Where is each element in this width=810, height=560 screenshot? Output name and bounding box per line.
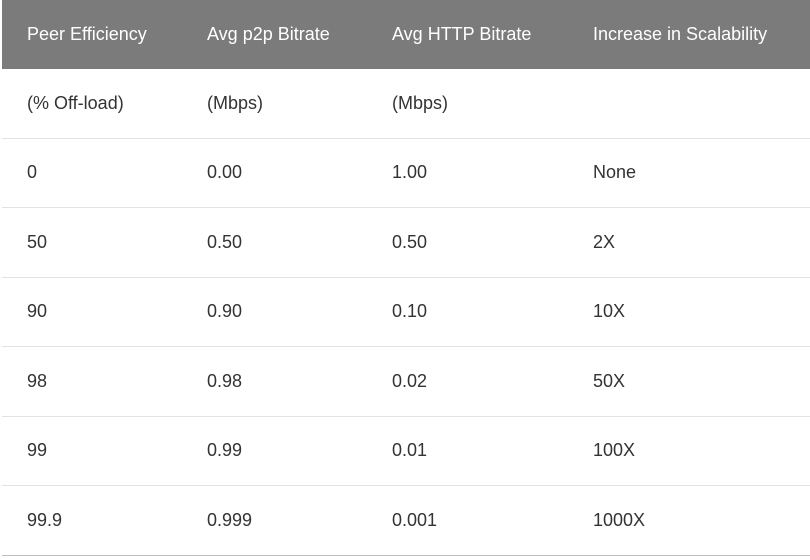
table-row-units: (% Off-load) (Mbps) (Mbps) xyxy=(2,69,810,139)
table-cell: 10X xyxy=(593,301,626,322)
table-cell: (Mbps) xyxy=(207,92,264,113)
header-increase-in-scalability: Increase in Scalability xyxy=(593,24,768,44)
table-cell: (% Off-load) xyxy=(27,92,124,113)
header-peer-efficiency: Peer Efficiency xyxy=(27,24,147,44)
table-cell: (Mbps) xyxy=(392,92,449,113)
table-row: 0 0.00 1.00 None xyxy=(2,139,810,208)
table-cell: 1.00 xyxy=(392,162,428,183)
table-cell: 1000X xyxy=(593,509,646,530)
table-cell: 0.02 xyxy=(392,370,428,391)
table-cell: 0.10 xyxy=(392,301,428,322)
table-cell: 2X xyxy=(593,231,616,252)
table-cell: None xyxy=(593,162,637,183)
table-cell: 0.50 xyxy=(392,231,428,252)
table-row: 98 0.98 0.02 50X xyxy=(2,347,810,417)
table-row: 90 0.90 0.10 10X xyxy=(2,278,810,347)
table-cell: 0.00 xyxy=(207,162,243,183)
table-row: 50 0.50 0.50 2X xyxy=(2,208,810,278)
table-cell: 0.999 xyxy=(207,509,253,530)
table-cell: 99.9 xyxy=(27,509,63,530)
table-cell: 0.98 xyxy=(207,370,243,391)
table-cell: 0.50 xyxy=(207,231,243,252)
table-row: 99.9 0.999 0.001 1000X xyxy=(2,486,810,556)
table-cell: 0 xyxy=(27,162,38,183)
table-cell: 98 xyxy=(27,370,48,391)
table-header-row: Peer Efficiency Avg p2p Bitrate Avg HTTP… xyxy=(2,0,810,69)
table-cell: 0.99 xyxy=(207,440,243,461)
header-avg-http-bitrate: Avg HTTP Bitrate xyxy=(392,24,532,44)
table-cell: 0.01 xyxy=(392,440,428,461)
table-cell: 90 xyxy=(27,301,48,322)
table-cell: 99 xyxy=(27,440,48,461)
table-cell: 0.90 xyxy=(207,301,243,322)
table-row: 99 0.99 0.01 100X xyxy=(2,417,810,486)
table-cell: 50X xyxy=(593,370,626,391)
table-cell: 50 xyxy=(27,231,48,252)
header-avg-p2p-bitrate: Avg p2p Bitrate xyxy=(207,24,330,44)
table-cell: 100X xyxy=(593,440,636,461)
table-cell: 0.001 xyxy=(392,509,438,530)
